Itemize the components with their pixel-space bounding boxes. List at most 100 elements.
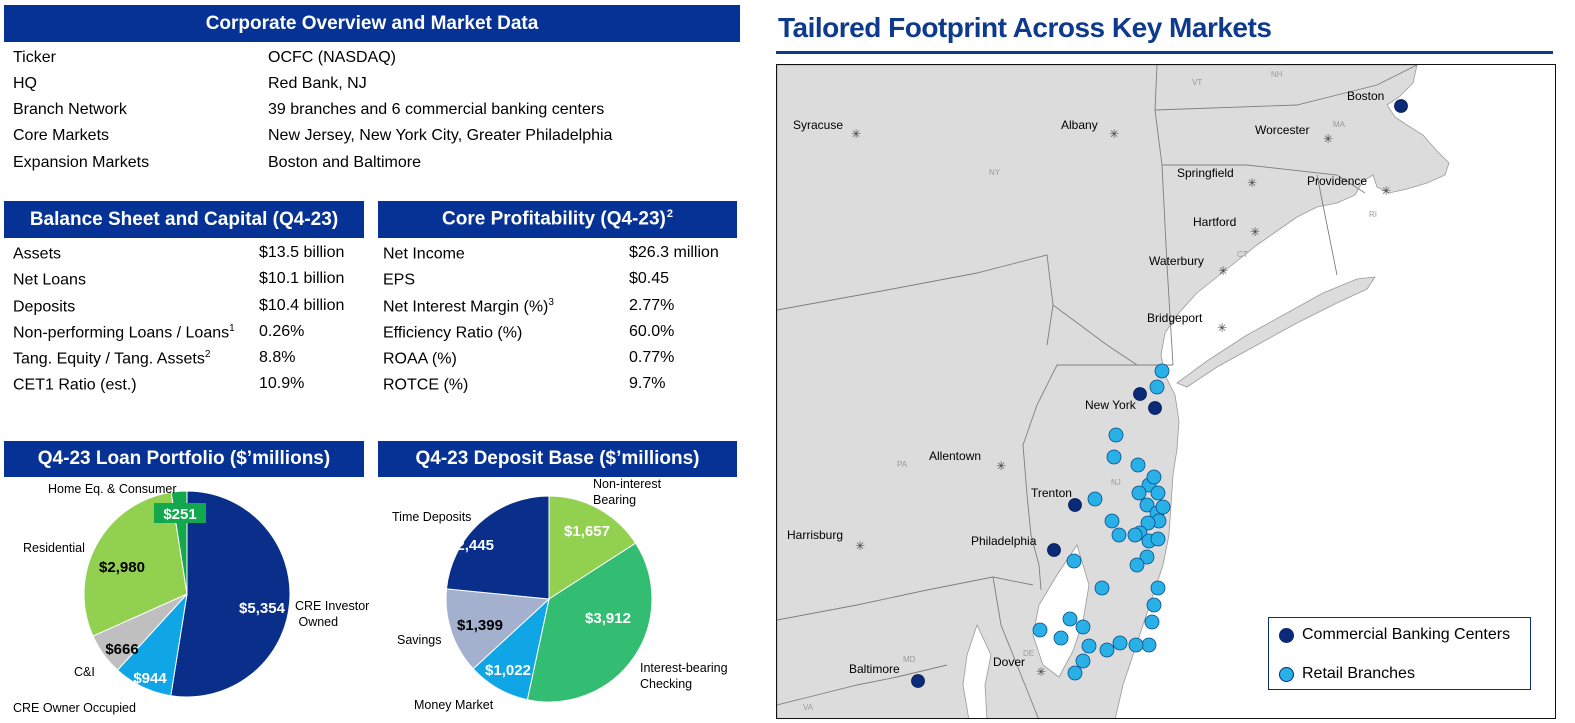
city-label: New York [1085,398,1137,412]
overview-label: Expansion Markets [13,154,150,171]
balance-label: Net Loans [13,271,86,289]
city-marker-icon: ✳ [1218,264,1228,278]
retail-branch-dot [1146,597,1162,613]
city-label: Worcester [1255,123,1309,137]
retail-branch-dot [1108,427,1124,443]
pie-value-label: $944 [133,670,167,687]
overview-label: Core Markets [13,127,110,144]
map-title: Tailored Footprint Across Key Markets [778,12,1272,43]
retail-dot-icon [1279,666,1294,682]
pie-value-label: $2,445 [448,537,494,554]
retail-branch-dot [1112,635,1128,651]
retail-branch-dot [1128,637,1144,653]
retail-branch-dot [1140,515,1156,531]
state-label: DE [1023,649,1034,658]
retail-branch-dot [1139,549,1155,565]
profitability-value: 2.77% [629,297,675,314]
profitability-header: Core Profitability (Q4-23)2 [378,201,737,238]
retail-branch-dot [1139,497,1155,513]
deposit-base-header: Q4-23 Deposit Base ($’millions) [378,441,737,477]
overview-title: Corporate Overview and Market Data [205,12,539,34]
city-marker-icon: ✳ [1247,176,1257,190]
retail-branch-dot [1154,363,1170,379]
balance-value: $10.1 billion [259,270,345,287]
map-frame: VT NH MA NY RI CT PA NJ MD DE VA Syracus… [776,64,1556,719]
commercial-center-dot [1047,543,1061,557]
state-label: NH [1271,70,1283,79]
state-labels: VT NH MA NY RI CT PA NJ MD DE VA [803,70,1377,712]
city-label: Baltimore [849,662,900,676]
retail-branch-dot [1141,637,1157,653]
commercial-center-dot [1133,387,1147,401]
balance-value: $10.4 billion [259,297,345,314]
value-label-box [154,503,206,523]
balance-value: 10.9% [259,375,305,392]
profitability-title: Core Profitability (Q4-23)2 [442,208,673,230]
retail-branch-dot [1104,513,1120,529]
city-label: Trenton [1031,486,1072,500]
deposit-pie-chart: $1,657 Non-interest Bearing $3,912 Interest-… [392,478,728,712]
retail-branch-dot [1032,622,1048,638]
city-label: Syracuse [793,118,843,132]
profitability-label: ROTCE (%) [383,376,469,394]
pie-slice [548,495,637,600]
balance-label: CET1 Ratio (est.) [13,376,137,394]
overview-value: Red Bank, NJ [268,75,367,92]
overview-value: 39 branches and 6 commercial banking cen… [268,101,605,118]
state-label: VT [1192,78,1202,87]
pie-value-label: $3,912 [585,610,631,627]
pie-category-label: CRE Owner Occupied [13,701,136,715]
city-label: Providence [1307,174,1367,188]
retail-branch-dot [1099,642,1115,658]
pie-slice [445,495,550,600]
profitability-label: EPS [383,271,416,289]
balance-value: 8.8% [259,349,296,366]
balance-label: Deposits [13,298,76,316]
city-label: Harrisburg [787,528,843,542]
pie-category-label: C&I [74,665,95,679]
retail-branch-dot [1087,491,1103,507]
pie-category-label: CRE Investor Owned [295,599,369,629]
commercial-center-dot [1394,99,1408,113]
retail-branch-dot [1075,619,1091,635]
city-marker-icon: ✳ [1250,225,1260,239]
pie-slice [526,542,653,703]
retail-branch-dot [1150,580,1166,596]
city-label: Bridgeport [1147,311,1203,325]
state-label: PA [897,460,908,469]
city-label: Waterbury [1149,254,1204,268]
pie-category-label: Money Market [414,698,494,712]
overview-label: HQ [13,75,37,92]
deposit-base-title: Q4-23 Deposit Base ($’millions) [415,448,700,469]
city-label: Allentown [929,449,981,463]
land-mass [777,65,1450,718]
overview-header: Corporate Overview and Market Data [4,5,740,42]
retail-branch-dot [1149,379,1165,395]
retail-branch-dot [1155,499,1171,515]
retail-branch-dot [1150,531,1166,547]
city-label: Albany [1061,118,1098,132]
retail-branch-dot [1106,449,1122,465]
city-label: Hartford [1193,215,1236,229]
city-marker-icon: ✳ [1381,184,1391,198]
state-label: RI [1369,210,1377,219]
state-label: MA [1333,120,1346,129]
state-borders [777,65,1418,718]
balance-label: Non-performing Loans / Loans1 [13,323,235,342]
pie-category-label: Savings [397,633,441,647]
state-label: MD [903,655,916,664]
retail-branch-dot [1067,665,1083,681]
city-marker-icon: ✳ [1217,321,1227,335]
state-label: VA [803,703,814,712]
profitability-value: 60.0% [629,323,675,340]
overview-value: OCFC (NASDAQ) [268,49,396,66]
profitability-value: 9.7% [629,375,666,392]
retail-branch-dot [1081,638,1097,654]
pie-value-label: $666 [105,641,138,658]
legend-row-retail: Retail Branches [1279,665,1415,683]
retail-branch-dot [1130,457,1146,473]
chesapeake-bay [962,623,992,718]
city-marker-icon: ✳ [1109,127,1119,141]
commercial-center-dot [1068,498,1082,512]
balance-label: Tang. Equity / Tang. Assets2 [13,349,211,368]
